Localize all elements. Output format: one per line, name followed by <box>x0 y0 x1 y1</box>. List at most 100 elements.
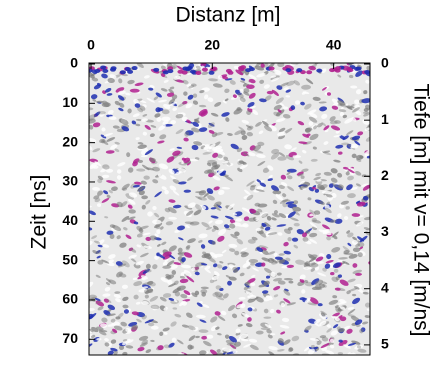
reflection <box>127 204 133 209</box>
reflection <box>172 179 180 184</box>
reflection <box>330 330 338 336</box>
reflection <box>299 297 306 301</box>
reflection <box>330 168 338 174</box>
reflection <box>104 342 110 347</box>
reflection <box>127 216 136 220</box>
reflection <box>165 273 172 279</box>
reflection <box>246 194 254 201</box>
reflection <box>126 152 131 158</box>
reflection <box>217 149 225 155</box>
reflection <box>172 204 182 209</box>
reflection <box>267 165 274 171</box>
reflection <box>137 142 144 145</box>
reflection <box>264 95 272 101</box>
reflection <box>207 195 215 201</box>
reflection <box>241 119 250 124</box>
reflection <box>326 236 331 241</box>
surface-reflection <box>238 65 245 70</box>
reflection <box>210 316 218 323</box>
reflection <box>157 345 164 351</box>
reflection <box>101 174 110 179</box>
reflection <box>256 73 266 78</box>
reflection <box>351 117 357 122</box>
reflection <box>291 237 299 242</box>
reflection <box>225 117 230 122</box>
reflection <box>170 264 178 270</box>
reflection <box>104 286 111 292</box>
reflection <box>257 160 266 167</box>
reflection <box>243 88 250 94</box>
reflection <box>99 112 105 117</box>
reflection <box>282 106 289 110</box>
reflection <box>206 334 214 339</box>
surface-reflection <box>335 66 342 71</box>
reflection <box>154 233 159 238</box>
reflection <box>261 120 270 127</box>
reflection <box>109 233 115 240</box>
reflection <box>266 215 272 221</box>
reflection <box>348 254 358 259</box>
reflection <box>304 279 309 284</box>
reflection <box>101 198 110 203</box>
reflection <box>119 102 125 108</box>
reflection <box>347 168 355 174</box>
reflection <box>330 177 338 183</box>
reflection <box>326 324 331 328</box>
reflection <box>347 314 356 318</box>
surface-reflection <box>119 70 126 75</box>
reflection <box>97 175 104 181</box>
reflection <box>276 309 281 314</box>
reflection <box>234 130 243 136</box>
reflection <box>90 73 96 77</box>
reflection <box>136 233 144 238</box>
reflection <box>238 296 246 300</box>
x-tick-label: 0 <box>87 37 95 53</box>
reflection <box>161 109 170 115</box>
reflection <box>355 272 362 276</box>
reflection <box>353 286 360 290</box>
reflection <box>191 292 198 298</box>
reflection <box>248 105 256 109</box>
reflection <box>247 307 253 312</box>
reflection <box>321 336 329 342</box>
reflection <box>346 130 354 136</box>
reflection <box>252 267 259 272</box>
reflection <box>133 281 143 287</box>
reflection <box>278 184 285 190</box>
reflection <box>273 286 281 291</box>
reflection <box>237 92 244 98</box>
reflection <box>263 295 272 302</box>
reflection <box>210 112 219 117</box>
reflection <box>304 240 312 245</box>
reflection <box>366 155 370 159</box>
reflection <box>246 110 252 116</box>
reflection <box>144 268 152 273</box>
reflection <box>162 261 168 266</box>
reflection <box>106 93 113 96</box>
reflection <box>244 81 252 85</box>
reflection <box>316 122 323 128</box>
reflection <box>181 324 189 328</box>
reflection <box>119 242 127 248</box>
reflection <box>347 308 356 315</box>
reflection <box>139 342 148 347</box>
reflection <box>189 221 200 226</box>
reflection <box>203 94 209 100</box>
reflection <box>287 186 295 192</box>
reflection <box>114 141 120 145</box>
surface-reflection <box>329 68 336 73</box>
reflection <box>98 330 107 336</box>
reflection <box>211 240 216 246</box>
reflection <box>350 145 356 149</box>
reflection <box>117 162 126 167</box>
reflection <box>106 230 114 235</box>
reflection <box>314 265 319 271</box>
reflection <box>321 86 327 91</box>
reflection <box>278 253 285 256</box>
reflection <box>171 270 177 275</box>
reflection <box>331 247 341 253</box>
reflection <box>150 124 157 128</box>
reflection <box>365 136 370 142</box>
reflection <box>176 65 185 71</box>
reflection <box>261 213 269 218</box>
